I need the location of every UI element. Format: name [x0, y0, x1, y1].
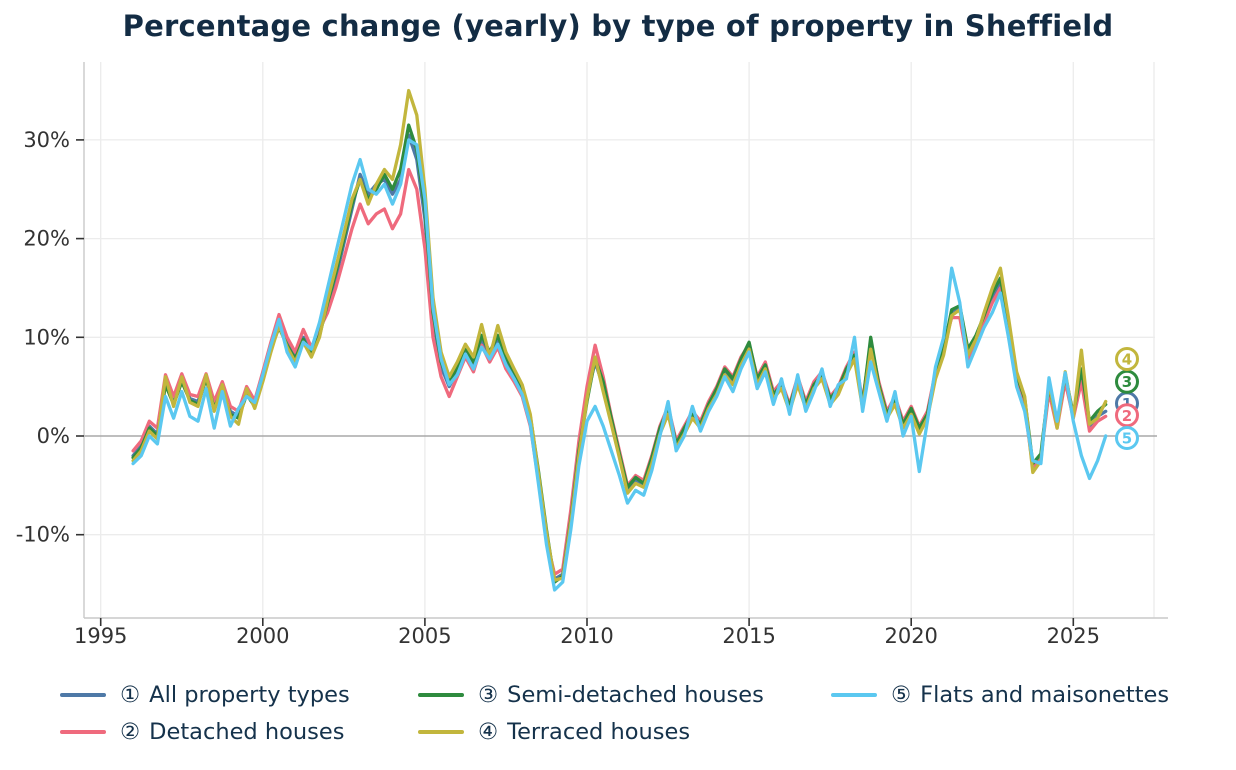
legend-series-name: Flats and maisonettes [920, 681, 1170, 708]
end-marker-circle-3 [1115, 369, 1139, 394]
legend-number-glyph: ④ [478, 718, 499, 745]
legend-item-flats-and-maisonettes: ⑤ Flats and maisonettes [831, 676, 1169, 713]
end-marker-circle-4 [1115, 347, 1139, 372]
end-marker-number-3: 3 [1122, 373, 1132, 391]
x-tick-label: 2005 [398, 624, 451, 648]
legend-label-detached-houses: ② Detached houses [120, 719, 344, 745]
series-line-5 [131, 138, 1108, 592]
legend-number-glyph: ⑤ [891, 681, 912, 708]
plot-area: 1995 2000 2005 2010 2015 2020 2025 30% 20% 10% 0% -… [16, 62, 1168, 648]
end-marker-number-4: 4 [1122, 351, 1132, 369]
end-marker-number-2: 2 [1122, 407, 1132, 425]
x-tick-label: 2010 [560, 624, 613, 648]
legend-column-1: ① All property types ② Detached houses [60, 676, 350, 750]
series-line-4 [131, 88, 1108, 582]
y-tick-label: 0% [37, 424, 70, 448]
legend-label-semi-detached-houses: ③ Semi-detached houses [478, 682, 764, 708]
y-tick-label: -10% [16, 523, 70, 547]
legend-item-terraced-houses: ④ Terraced houses [418, 713, 764, 750]
legend-item-detached-houses: ② Detached houses [60, 713, 350, 750]
legend-number-glyph: ③ [478, 681, 499, 708]
x-tick-label: 2015 [722, 624, 775, 648]
end-marker-circle-5 [1115, 425, 1139, 450]
legend-column-2: ③ Semi-detached houses ④ Terraced houses [418, 676, 764, 750]
series-line-2 [131, 167, 1108, 576]
legend: ① All property types ② Detached houses ③ Se… [0, 676, 1236, 760]
legend-column-3: ⑤ Flats and maisonettes [831, 676, 1169, 713]
x-tick-label: 2020 [884, 624, 937, 648]
legend-swatch-semi-detached-houses [418, 692, 464, 697]
x-tick-label: 2000 [236, 624, 289, 648]
legend-swatch-terraced-houses [418, 729, 464, 734]
legend-swatch-all-property-types [60, 692, 106, 697]
legend-label-terraced-houses: ④ Terraced houses [478, 719, 690, 745]
legend-number-glyph: ② [120, 718, 141, 745]
y-tick-label: 30% [23, 128, 70, 152]
y-tick-label: 20% [23, 227, 70, 251]
x-tick-label: 2025 [1047, 624, 1100, 648]
series-line-3 [131, 123, 1108, 584]
legend-item-all-property-types: ① All property types [60, 676, 350, 713]
legend-series-name: Semi-detached houses [507, 681, 764, 708]
legend-series-name: Detached houses [149, 718, 345, 745]
legend-series-name: All property types [149, 681, 350, 708]
legend-swatch-detached-houses [60, 729, 106, 734]
legend-label-all-property-types: ① All property types [120, 682, 350, 708]
legend-swatch-flats-and-maisonettes [831, 692, 877, 697]
legend-item-semi-detached-houses: ③ Semi-detached houses [418, 676, 764, 713]
legend-series-name: Terraced houses [507, 718, 691, 745]
end-marker-circle-2 [1115, 403, 1139, 428]
legend-number-glyph: ① [120, 681, 141, 708]
x-tick-label: 1995 [74, 624, 127, 648]
end-marker-number-5: 5 [1122, 429, 1132, 447]
y-tick-label: 10% [23, 325, 70, 349]
chart-title: Percentage change (yearly) by type of pr… [122, 9, 1114, 43]
series-line-1 [131, 133, 1108, 581]
legend-label-flats-and-maisonettes: ⑤ Flats and maisonettes [891, 682, 1169, 708]
